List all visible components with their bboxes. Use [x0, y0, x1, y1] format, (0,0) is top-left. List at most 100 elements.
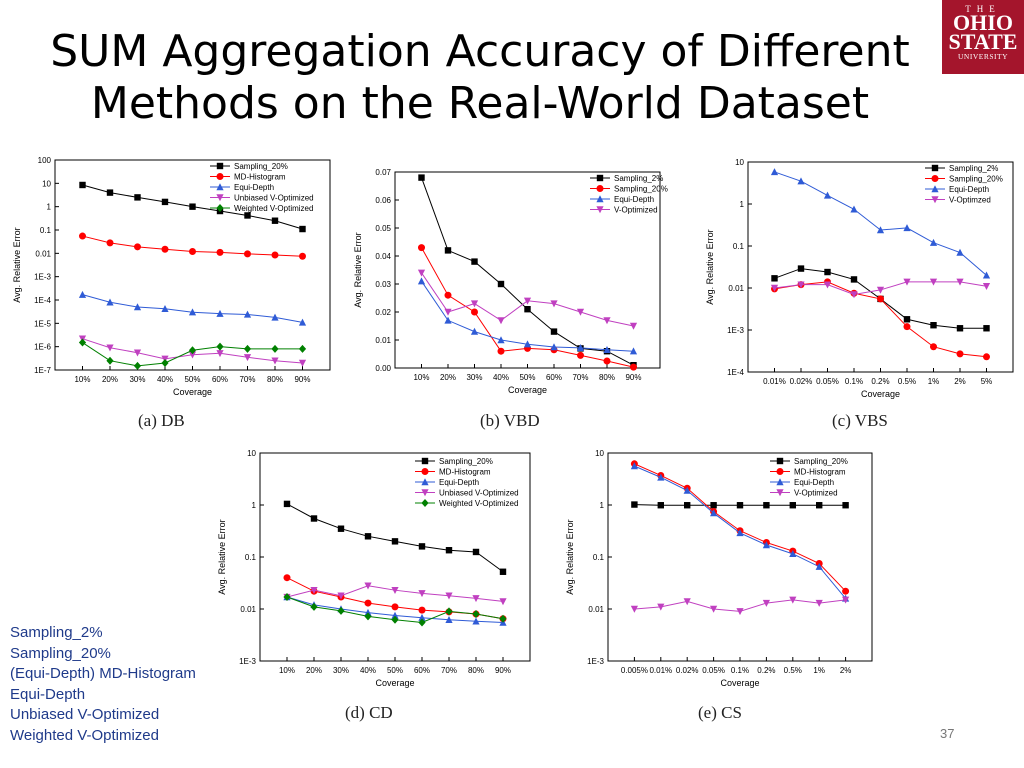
data-point — [364, 533, 372, 540]
data-point — [823, 281, 832, 289]
data-point — [243, 354, 252, 362]
data-point — [842, 596, 850, 604]
data-point — [603, 346, 611, 353]
x-tick-label: 50% — [387, 666, 403, 675]
x-axis-label: Coverage — [508, 385, 547, 395]
y-tick-label: 10 — [42, 179, 51, 188]
data-point — [391, 603, 399, 611]
data-point — [710, 502, 717, 509]
series-1 — [79, 232, 306, 260]
data-point — [763, 502, 770, 509]
legend-label: Sampling_20% — [614, 185, 668, 194]
y-tick-label: 10 — [595, 449, 604, 458]
legend-marker — [421, 478, 429, 486]
caption-vbd: (b) VBD — [480, 411, 540, 430]
y-tick-label: 0.01 — [375, 336, 391, 345]
x-tick-label: 5% — [981, 377, 993, 386]
series-4 — [78, 338, 307, 370]
data-point — [79, 181, 86, 189]
y-tick-label: 1E-3 — [34, 273, 51, 282]
data-point — [850, 276, 858, 283]
data-point — [298, 344, 307, 353]
y-tick-label: 0.01 — [35, 249, 51, 258]
data-point — [299, 252, 306, 260]
legend: Sampling_2% Sampling_20%Equi-Depth V-Optim… — [925, 164, 1003, 205]
data-point — [337, 592, 345, 600]
data-point — [876, 286, 885, 294]
side-legend-item: Sampling_20% — [10, 644, 111, 662]
data-point — [523, 297, 532, 305]
series-0 — [631, 501, 849, 509]
data-point — [762, 541, 770, 549]
legend-marker — [596, 174, 604, 182]
legend-label: Equi-Depth — [439, 478, 479, 487]
data-point — [216, 309, 224, 317]
legend-marker — [931, 196, 939, 204]
x-tick-label: 70% — [239, 375, 255, 384]
y-tick-label: 1E-3 — [587, 657, 604, 666]
data-point — [470, 300, 479, 308]
y-tick-label: 1 — [252, 501, 257, 510]
data-point — [876, 226, 885, 234]
data-point — [824, 268, 831, 276]
data-point — [956, 325, 964, 332]
data-point — [850, 205, 858, 213]
data-point — [364, 608, 372, 616]
data-point — [161, 198, 169, 206]
data-point — [418, 590, 426, 598]
x-axis-label: Coverage — [173, 387, 212, 397]
legend-marker — [216, 173, 224, 180]
data-point — [499, 598, 507, 606]
data-point — [524, 306, 531, 313]
legend-marker — [596, 206, 604, 214]
legend-marker — [421, 457, 429, 465]
plot-frame — [259, 452, 531, 662]
data-point — [133, 349, 142, 357]
data-point — [499, 568, 507, 575]
y-tick-label: 100 — [38, 156, 52, 165]
data-point — [78, 338, 87, 347]
series-2 — [78, 290, 307, 326]
series-3 — [630, 596, 850, 616]
data-point — [903, 316, 911, 323]
data-point — [816, 502, 823, 509]
data-point — [797, 265, 805, 272]
x-tick-label: 60% — [546, 373, 562, 382]
legend-marker — [216, 204, 224, 212]
data-point — [497, 336, 505, 344]
x-tick-label: 0.5% — [784, 666, 802, 675]
data-point — [364, 599, 372, 607]
x-tick-label: 0.05% — [816, 377, 839, 386]
data-point — [815, 599, 823, 607]
data-point — [630, 605, 638, 613]
x-tick-label: 80% — [599, 373, 615, 382]
logo-line-3: STATE — [948, 29, 1018, 54]
data-point — [283, 574, 291, 582]
y-tick-label: 1E-6 — [34, 343, 51, 352]
data-point — [216, 248, 224, 256]
x-tick-label: 0.2% — [871, 377, 889, 386]
data-point — [903, 323, 911, 331]
data-point — [417, 277, 426, 285]
legend-marker — [776, 478, 784, 486]
y-tick-label: 0.01 — [588, 605, 604, 614]
x-tick-label: 90% — [495, 666, 511, 675]
data-point — [271, 251, 279, 259]
data-point — [576, 308, 585, 316]
data-point — [929, 278, 938, 286]
data-point — [243, 310, 252, 318]
x-tick-label: 40% — [493, 373, 509, 382]
x-tick-label: 1% — [813, 666, 825, 675]
data-point — [789, 550, 797, 558]
data-point — [244, 250, 251, 258]
data-point — [956, 278, 964, 286]
y-tick-label: 1E-4 — [727, 368, 744, 377]
x-axis-label: Coverage — [375, 678, 414, 688]
x-tick-label: 70% — [441, 666, 457, 675]
side-legend: Sampling_2% Sampling_20% (Equi-Depth) MD… — [10, 623, 196, 746]
data-point — [983, 353, 990, 361]
x-tick-label: 40% — [157, 375, 173, 384]
series-line — [421, 177, 634, 366]
y-tick-label: 1 — [740, 200, 745, 209]
